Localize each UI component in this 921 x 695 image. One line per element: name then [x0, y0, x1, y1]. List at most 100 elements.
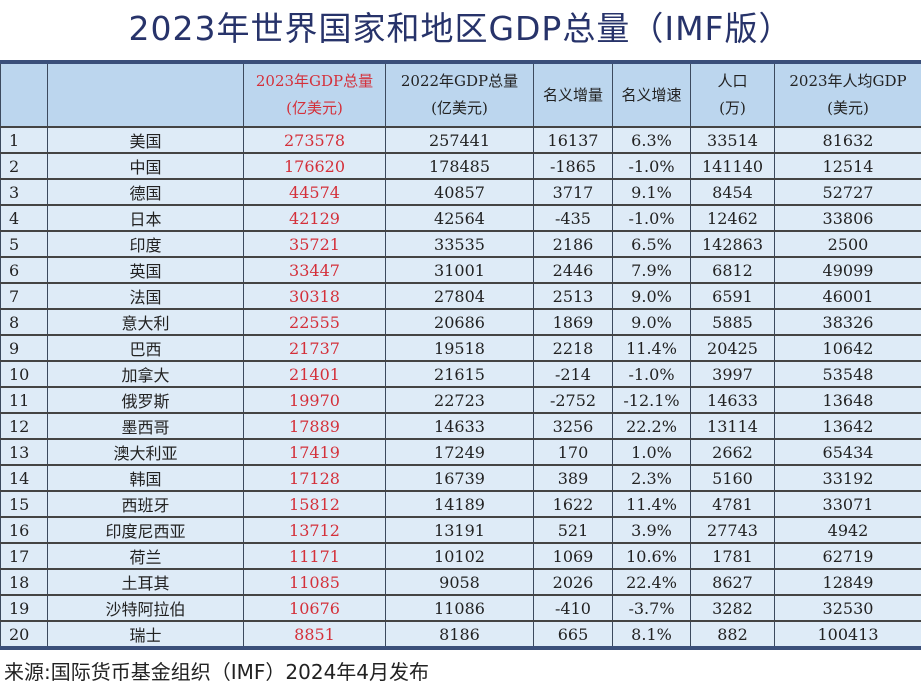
- cell-rank: 10: [0, 360, 48, 388]
- table-row: 5 印度 35721 33535 2186 6.5% 142863 2500: [0, 230, 921, 258]
- cell-country: 法国: [47, 282, 244, 310]
- table-row: 13 澳大利亚 17419 17249 170 1.0% 2662 65434: [0, 438, 921, 466]
- table-row: 19 沙特阿拉伯 10676 11086 -410 -3.7% 3282 32530: [0, 594, 921, 622]
- cell-population: 12462: [690, 204, 775, 232]
- header-text: 人口: [717, 72, 748, 90]
- cell-gdp-per-capita-2023: 49099: [774, 256, 921, 284]
- cell-nominal-growth: 6.3%: [612, 126, 691, 154]
- cell-gdp-2022: 13191: [385, 516, 534, 544]
- cell-gdp-2023: 19970: [243, 386, 386, 414]
- cell-gdp-2022: 257441: [385, 126, 534, 154]
- cell-gdp-2022: 16739: [385, 464, 534, 492]
- cell-nominal-growth: 9.0%: [612, 308, 691, 336]
- table-row: 12 墨西哥 17889 14633 3256 22.2% 13114 13642: [0, 412, 921, 440]
- cell-nominal-increase: 2513: [533, 282, 613, 310]
- cell-country: 瑞士: [47, 620, 244, 649]
- cell-nominal-increase: 521: [533, 516, 613, 544]
- header-text: (美元): [827, 99, 869, 117]
- cell-nominal-growth: 2.3%: [612, 464, 691, 492]
- cell-nominal-growth: 1.0%: [612, 438, 691, 466]
- cell-gdp-2023: 42129: [243, 204, 386, 232]
- cell-population: 8627: [690, 568, 775, 596]
- cell-population: 4781: [690, 490, 775, 518]
- cell-population: 142863: [690, 230, 775, 258]
- cell-gdp-2023: 22555: [243, 308, 386, 336]
- page-title: 2023年世界国家和地区GDP总量（IMF版）: [128, 9, 793, 48]
- table-header-row: 2023年GDP总量 (亿美元) 2022年GDP总量 (亿美元) 名义增量 名义增速 人口…: [0, 61, 921, 128]
- cell-nominal-growth: 6.5%: [612, 230, 691, 258]
- cell-rank: 20: [0, 620, 48, 649]
- cell-population: 13114: [690, 412, 775, 440]
- cell-gdp-per-capita-2023: 12849: [774, 568, 921, 596]
- header-rank: [0, 61, 48, 128]
- cell-country: 英国: [47, 256, 244, 284]
- cell-rank: 3: [0, 178, 48, 206]
- cell-rank: 19: [0, 594, 48, 622]
- cell-gdp-2022: 27804: [385, 282, 534, 310]
- cell-population: 5160: [690, 464, 775, 492]
- cell-nominal-increase: 16137: [533, 126, 613, 154]
- cell-gdp-per-capita-2023: 53548: [774, 360, 921, 388]
- cell-population: 882: [690, 620, 775, 649]
- header-gdp-2023: 2023年GDP总量 (亿美元): [243, 61, 386, 128]
- cell-gdp-per-capita-2023: 65434: [774, 438, 921, 466]
- cell-rank: 15: [0, 490, 48, 518]
- cell-rank: 16: [0, 516, 48, 544]
- cell-population: 3282: [690, 594, 775, 622]
- cell-country: 印度: [47, 230, 244, 258]
- cell-rank: 1: [0, 126, 48, 154]
- cell-country: 中国: [47, 152, 244, 180]
- header-text: 名义增速: [621, 85, 682, 104]
- cell-gdp-2023: 11171: [243, 542, 386, 570]
- header-nominal-growth: 名义增速: [612, 61, 691, 128]
- header-text: 2023年GDP总量: [255, 72, 374, 90]
- cell-gdp-2022: 8186: [385, 620, 534, 649]
- cell-rank: 18: [0, 568, 48, 596]
- cell-population: 6591: [690, 282, 775, 310]
- table-row: 9 巴西 21737 19518 2218 11.4% 20425 10642: [0, 334, 921, 362]
- header-country: [47, 61, 244, 128]
- cell-population: 20425: [690, 334, 775, 362]
- cell-nominal-increase: 2218: [533, 334, 613, 362]
- cell-gdp-2022: 40857: [385, 178, 534, 206]
- cell-gdp-2022: 10102: [385, 542, 534, 570]
- cell-nominal-increase: -435: [533, 204, 613, 232]
- cell-gdp-2022: 14633: [385, 412, 534, 440]
- table-row: 4 日本 42129 42564 -435 -1.0% 12462 33806: [0, 204, 921, 232]
- cell-country: 意大利: [47, 308, 244, 336]
- cell-gdp-2023: 17889: [243, 412, 386, 440]
- cell-nominal-increase: -2752: [533, 386, 613, 414]
- cell-country: 沙特阿拉伯: [47, 594, 244, 622]
- cell-nominal-increase: 3256: [533, 412, 613, 440]
- cell-population: 8454: [690, 178, 775, 206]
- cell-country: 俄罗斯: [47, 386, 244, 414]
- cell-rank: 11: [0, 386, 48, 414]
- cell-population: 6812: [690, 256, 775, 284]
- cell-gdp-2022: 178485: [385, 152, 534, 180]
- table-row: 14 韩国 17128 16739 389 2.3% 5160 33192: [0, 464, 921, 492]
- cell-nominal-growth: 8.1%: [612, 620, 691, 649]
- header-text: 名义增量: [542, 85, 603, 104]
- table-row: 7 法国 30318 27804 2513 9.0% 6591 46001: [0, 282, 921, 310]
- cell-gdp-per-capita-2023: 12514: [774, 152, 921, 180]
- cell-rank: 2: [0, 152, 48, 180]
- table-row: 11 俄罗斯 19970 22723 -2752 -12.1% 14633 13648: [0, 386, 921, 414]
- table-row: 1 美国 273578 257441 16137 6.3% 33514 81632: [0, 126, 921, 154]
- header-nominal-increase: 名义增量: [533, 61, 613, 128]
- cell-gdp-2022: 14189: [385, 490, 534, 518]
- cell-gdp-2023: 15812: [243, 490, 386, 518]
- cell-gdp-per-capita-2023: 10642: [774, 334, 921, 362]
- table-row: 15 西班牙 15812 14189 1622 11.4% 4781 33071: [0, 490, 921, 518]
- cell-population: 27743: [690, 516, 775, 544]
- header-gdp-per-capita-2023: 2023年人均GDP (美元): [774, 61, 921, 128]
- cell-nominal-increase: 1869: [533, 308, 613, 336]
- table-row: 18 土耳其 11085 9058 2026 22.4% 8627 12849: [0, 568, 921, 596]
- cell-nominal-increase: -410: [533, 594, 613, 622]
- cell-nominal-increase: 1622: [533, 490, 613, 518]
- cell-country: 西班牙: [47, 490, 244, 518]
- cell-nominal-growth: 22.2%: [612, 412, 691, 440]
- cell-country: 土耳其: [47, 568, 244, 596]
- header-text: 2022年GDP总量: [400, 72, 519, 90]
- cell-nominal-increase: 2026: [533, 568, 613, 596]
- cell-gdp-2023: 176620: [243, 152, 386, 180]
